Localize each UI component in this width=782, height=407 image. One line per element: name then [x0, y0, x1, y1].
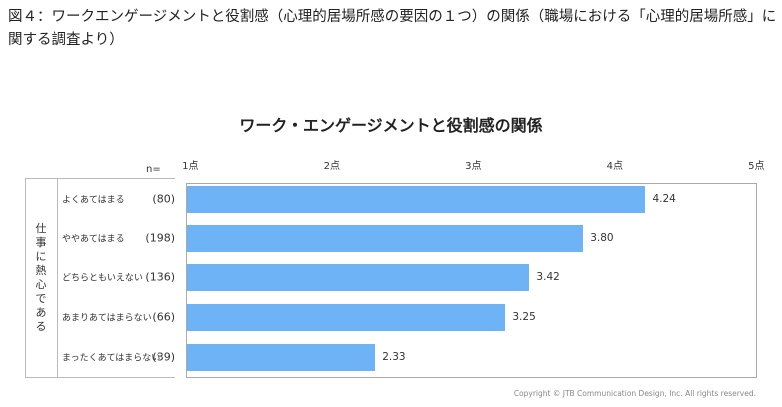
data-label: 3.25	[512, 311, 536, 323]
n-label: n=	[146, 164, 161, 175]
sample-size: (136)	[145, 270, 175, 284]
plot-area	[186, 183, 757, 378]
bar	[187, 344, 376, 371]
category-label: まったくあてはまらない	[62, 353, 161, 364]
sample-size: (66)	[152, 310, 175, 324]
x-tick-label: 4点	[606, 161, 623, 172]
data-label: 3.42	[536, 271, 560, 283]
bar	[187, 225, 584, 252]
category-label: ややあてはまる	[62, 234, 125, 245]
data-label: 2.33	[382, 351, 406, 363]
data-label: 4.24	[652, 193, 676, 205]
sample-size: (80)	[152, 192, 175, 206]
category-label: よくあてはまる	[62, 195, 125, 206]
bar	[187, 264, 530, 291]
data-label: 3.80	[590, 232, 614, 244]
category-divider	[57, 178, 58, 378]
category-label: あまりあてはまらない	[62, 313, 152, 324]
x-tick-label: 3点	[465, 161, 482, 172]
group-label: 仕事に熱心である	[35, 222, 47, 333]
category-table	[25, 178, 175, 378]
figure-title: 図４：ワークエンゲージメントと役割感（心理的居場所感の要因の１つ）の関係（職場に…	[8, 9, 777, 48]
sample-size: (198)	[145, 231, 175, 245]
chart-title: ワーク・エンゲージメントと役割感の関係	[239, 116, 543, 135]
sample-size: (39)	[152, 350, 175, 364]
x-tick-label: 1点	[182, 161, 199, 172]
x-tick-label: 5点	[748, 161, 765, 172]
category-label: どちらともいえない	[62, 273, 143, 284]
x-tick-label: 2点	[323, 161, 340, 172]
bar	[187, 304, 506, 331]
copyright: Copyright © JTB Communication Design, In…	[513, 389, 756, 398]
bar	[187, 186, 646, 213]
